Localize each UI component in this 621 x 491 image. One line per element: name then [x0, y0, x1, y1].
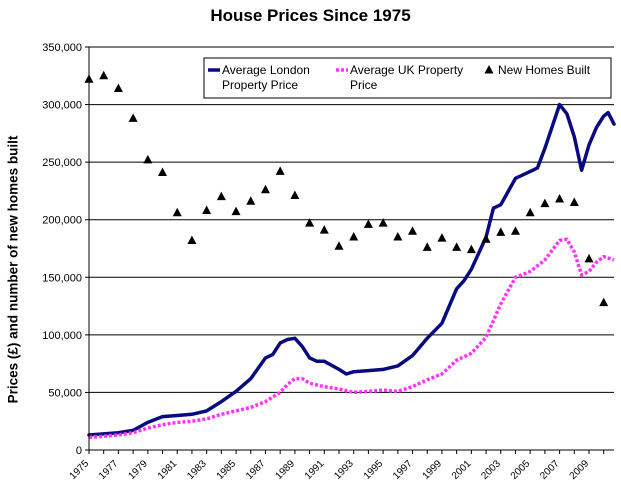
new-homes-marker [349, 231, 359, 241]
new-homes-marker [319, 225, 329, 234]
new-homes-marker [569, 197, 579, 206]
new-homes-marker [540, 198, 550, 208]
x-tick-label: 2005 [509, 458, 533, 482]
new-homes-marker [113, 83, 123, 92]
new-homes-marker [143, 154, 153, 164]
new-homes-marker [231, 206, 241, 216]
x-tick-labels: 1975 1977 1979 1981 1983 1985 1987 1989 1991 1993… [68, 458, 592, 482]
new-homes-marker [525, 207, 535, 217]
new-homes-marker [555, 193, 565, 203]
x-tick-label: 1993 [332, 458, 356, 482]
uk-price-line [88, 237, 615, 440]
new-homes-marker [466, 244, 476, 254]
new-homes-marker [422, 242, 432, 251]
legend-label-line: New Homes Built [498, 63, 591, 77]
new-homes-marker [187, 235, 197, 244]
x-tick-label: 1997 [391, 458, 415, 482]
x-tick-label: 1979 [126, 458, 150, 482]
x-tick-label: 1977 [97, 458, 121, 482]
new-homes-marker [510, 226, 520, 235]
y-tick-label: 200,000 [42, 215, 82, 227]
y-tick-label: 250,000 [42, 157, 82, 169]
new-homes-marker [275, 166, 285, 175]
new-homes-marker [393, 231, 403, 241]
x-tick-label: 1995 [362, 458, 386, 482]
new-homes-marker [584, 253, 594, 263]
y-tick-label: 100,000 [42, 330, 82, 342]
x-tick-label: 1987 [244, 458, 268, 482]
legend-label-line: Property Price [222, 78, 298, 92]
new-homes-marker [334, 241, 344, 250]
new-homes-marker [128, 113, 138, 122]
chart-title: House Prices Since 1975 [210, 6, 411, 25]
x-tick-label: 1999 [421, 458, 445, 482]
legend-label: New Homes Built [498, 63, 591, 77]
new-homes-marker [99, 70, 109, 80]
y-tick-label: 300,000 [42, 100, 82, 112]
gridlines [89, 46, 614, 393]
x-tick-label: 2007 [538, 458, 562, 482]
legend-box [203, 57, 612, 99]
x-tick-label: 1981 [156, 458, 180, 482]
legend: Average London Property Price Average UK P… [203, 57, 612, 99]
x-tick-label: 1975 [68, 458, 92, 482]
y-tick-label: 150,000 [42, 272, 82, 284]
series-lines [87, 102, 616, 440]
x-tick-label: 2001 [450, 458, 474, 482]
new-homes-marker [260, 184, 270, 194]
new-homes-marker [246, 196, 256, 205]
new-homes-marker [378, 218, 388, 227]
new-homes-marker [496, 227, 506, 236]
new-homes-marker [216, 191, 226, 201]
new-homes-marker [202, 205, 212, 215]
new-homes-marker [408, 226, 418, 235]
london-price-line [87, 102, 616, 437]
new-homes-markers [84, 70, 609, 307]
x-tick-label: 1989 [273, 458, 297, 482]
legend-marker-new-homes [484, 65, 494, 74]
legend-label-line: Price [350, 78, 378, 92]
y-tick-labels: 0 50,000 100,000 150,000 200,000 250,000 300,0… [42, 42, 82, 457]
legend-label-line: Average UK Property [350, 63, 463, 77]
x-tick-label: 1983 [185, 458, 209, 482]
new-homes-marker [305, 218, 315, 227]
y-tick-label: 50,000 [48, 387, 82, 399]
new-homes-marker [290, 190, 300, 200]
new-homes-marker [599, 297, 609, 307]
new-homes-marker [481, 234, 491, 243]
legend-label-line: Average London [222, 63, 310, 77]
legend-label: Average London Property Price [222, 63, 310, 92]
x-tick-label: 2009 [568, 458, 592, 482]
axes [85, 46, 614, 454]
x-tick-label: 1991 [303, 458, 327, 482]
y-tick-label: 350,000 [42, 42, 82, 54]
new-homes-marker [437, 233, 447, 242]
new-homes-marker [158, 167, 168, 177]
new-homes-marker [363, 219, 373, 228]
x-tick-label: 2003 [479, 458, 503, 482]
new-homes-marker [452, 242, 462, 251]
legend-label: Average UK Property Price [350, 63, 463, 92]
y-tick-label: 0 [76, 445, 82, 457]
new-homes-marker [172, 207, 182, 217]
x-tick-label: 1985 [215, 458, 239, 482]
